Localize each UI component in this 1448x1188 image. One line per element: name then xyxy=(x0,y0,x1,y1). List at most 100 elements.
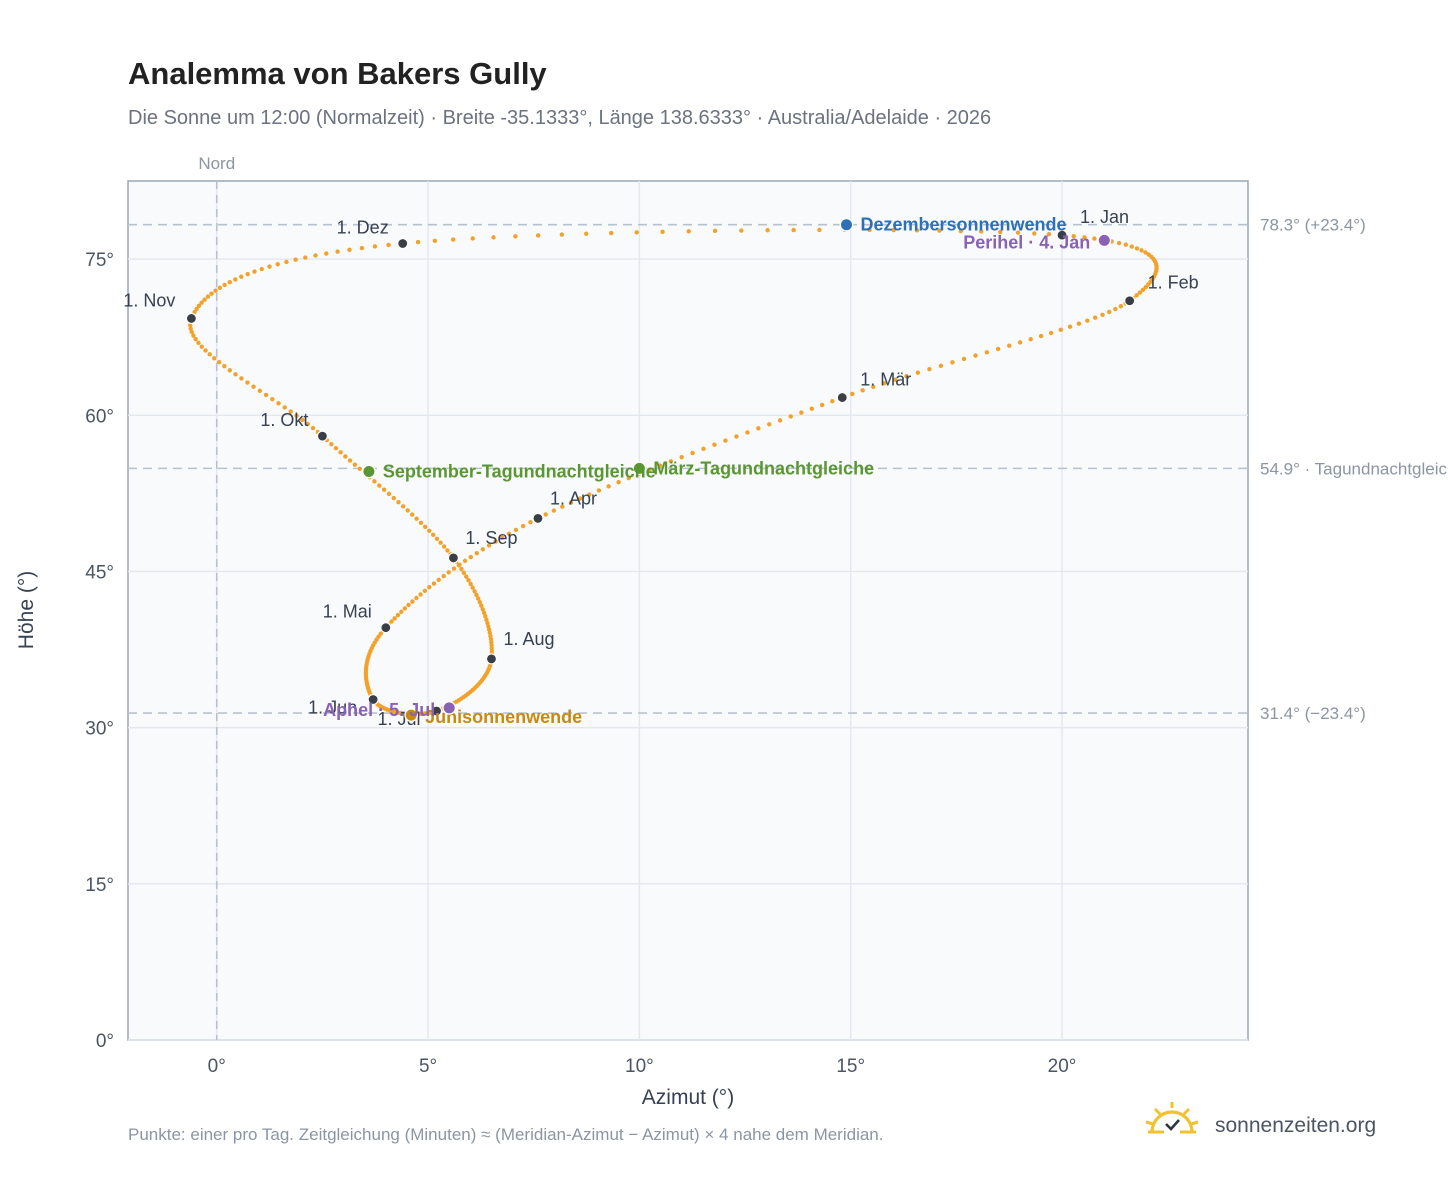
daily-sun-dot xyxy=(470,585,475,590)
daily-sun-dot xyxy=(415,239,421,245)
daily-sun-dot xyxy=(352,462,358,467)
daily-sun-dot xyxy=(372,479,377,484)
daily-sun-dot xyxy=(799,410,804,415)
month-marker xyxy=(836,391,848,404)
reference-line-label: 54.9° · Tagundnachtgleiche xyxy=(1260,459,1448,478)
daily-sun-dot xyxy=(767,422,772,427)
daily-sun-dot xyxy=(893,377,898,382)
reference-line-label: 78.3° (+23.4°) xyxy=(1260,216,1366,235)
event-markers: Dezembersonnenwende Junisonnenwende März-T… xyxy=(323,215,1112,727)
daily-sun-dot xyxy=(745,430,750,435)
daily-sun-dot xyxy=(1123,242,1129,247)
daily-sun-dot xyxy=(199,344,204,349)
chart-title: Analemma von Bakers Gully xyxy=(128,56,547,91)
month-label: 1. Mai xyxy=(323,602,372,622)
daily-sun-dot xyxy=(499,535,505,540)
daily-sun-dot xyxy=(577,496,583,501)
month-marker xyxy=(1056,229,1068,241)
daily-sun-dot xyxy=(559,232,565,237)
axes: 0° 15° 30° 45° 60° 75° 0° 5° 10° 15° 20° xyxy=(85,250,1076,1077)
daily-sun-dot xyxy=(392,616,397,621)
daily-sun-dot xyxy=(459,566,464,572)
daily-sun-dot xyxy=(436,577,441,583)
daily-sun-dot xyxy=(333,446,339,451)
daily-sun-dot xyxy=(418,592,423,597)
daily-sun-dot xyxy=(560,504,565,509)
daily-sun-dot xyxy=(462,558,468,564)
daily-sun-dot xyxy=(377,483,382,488)
daily-sun-dot xyxy=(202,297,207,302)
daily-sun-dot xyxy=(1082,235,1087,240)
daily-sun-dot xyxy=(474,592,479,598)
daily-sun-dot xyxy=(381,487,387,492)
daily-sun-dot xyxy=(626,475,631,481)
daily-sun-dot xyxy=(723,438,728,443)
footer-note: Punkte: einer pro Tag. Zeitgleichung (Mi… xyxy=(128,1125,884,1144)
daily-sun-dot xyxy=(422,588,428,594)
daily-sun-dot xyxy=(209,291,214,296)
month-label: 1. Jan xyxy=(1080,207,1129,227)
daily-sun-dot xyxy=(1143,284,1148,290)
daily-sun-dot xyxy=(450,237,456,242)
y-tick-label: 75° xyxy=(85,250,114,271)
daily-sun-dot xyxy=(734,434,739,439)
month-label: 1. Feb xyxy=(1148,273,1199,293)
daily-sun-dot xyxy=(701,446,706,452)
daily-sun-dot xyxy=(791,227,796,233)
daily-sun-dot xyxy=(479,603,484,608)
daily-sun-dot xyxy=(809,406,815,411)
daily-sun-dot xyxy=(400,504,406,509)
y-tick-label: 45° xyxy=(85,562,114,583)
daily-sun-dot xyxy=(282,405,287,410)
brand-sun-icon xyxy=(1145,1102,1199,1134)
daily-sun-dot xyxy=(634,230,639,235)
month-label: 1. Dez xyxy=(337,217,389,237)
month-label: 1. Apr xyxy=(550,488,597,508)
meridian-label: Nord xyxy=(198,154,235,173)
daily-sun-dot xyxy=(418,520,424,525)
daily-sun-dot xyxy=(1015,230,1021,235)
x-tick-label: 15° xyxy=(836,1056,865,1077)
x-tick-label: 0° xyxy=(208,1056,226,1077)
daily-sun-dot xyxy=(335,249,340,254)
daily-sun-dot xyxy=(777,418,783,423)
daily-sun-dot xyxy=(402,606,408,611)
daily-sun-dot xyxy=(904,373,909,379)
daily-sun-dot xyxy=(1032,231,1037,236)
daily-sun-dot xyxy=(712,442,717,447)
event-marker xyxy=(404,708,419,723)
x-tick-label: 20° xyxy=(1048,1056,1077,1077)
daily-sun-dot xyxy=(513,527,519,533)
daily-sun-dot xyxy=(431,581,437,586)
y-tick-label: 0° xyxy=(96,1031,114,1052)
month-marker xyxy=(485,653,498,665)
daily-sun-dot xyxy=(294,413,299,418)
daily-sun-dot xyxy=(1100,312,1105,317)
daily-sun-dot xyxy=(212,356,217,361)
daily-sun-dot xyxy=(535,233,541,238)
month-label: 1. Sep xyxy=(465,528,517,548)
daily-sun-dot xyxy=(830,399,835,404)
month-marker xyxy=(380,622,392,634)
month-marker xyxy=(185,312,197,325)
daily-sun-dot xyxy=(445,548,450,553)
daily-sun-dot xyxy=(528,519,533,525)
daily-sun-dot xyxy=(850,391,855,397)
daily-sun-dot xyxy=(647,467,652,472)
daily-sun-dot xyxy=(596,488,602,493)
daily-sun-dot xyxy=(329,441,334,447)
month-marker xyxy=(367,693,379,706)
daily-sun-dot xyxy=(817,227,822,233)
event-label: Junisonnenwende xyxy=(425,707,582,727)
daily-sun-dot xyxy=(1140,287,1146,293)
daily-sun-dot xyxy=(275,262,280,267)
daily-sun-dot xyxy=(584,231,589,236)
daily-sun-dot xyxy=(485,620,490,626)
daily-sun-dot xyxy=(1092,315,1098,320)
daily-sun-dot xyxy=(324,251,329,256)
daily-sun-dot xyxy=(995,346,1001,352)
daily-sun-dot xyxy=(427,528,432,534)
daily-sun-dot xyxy=(196,340,201,346)
